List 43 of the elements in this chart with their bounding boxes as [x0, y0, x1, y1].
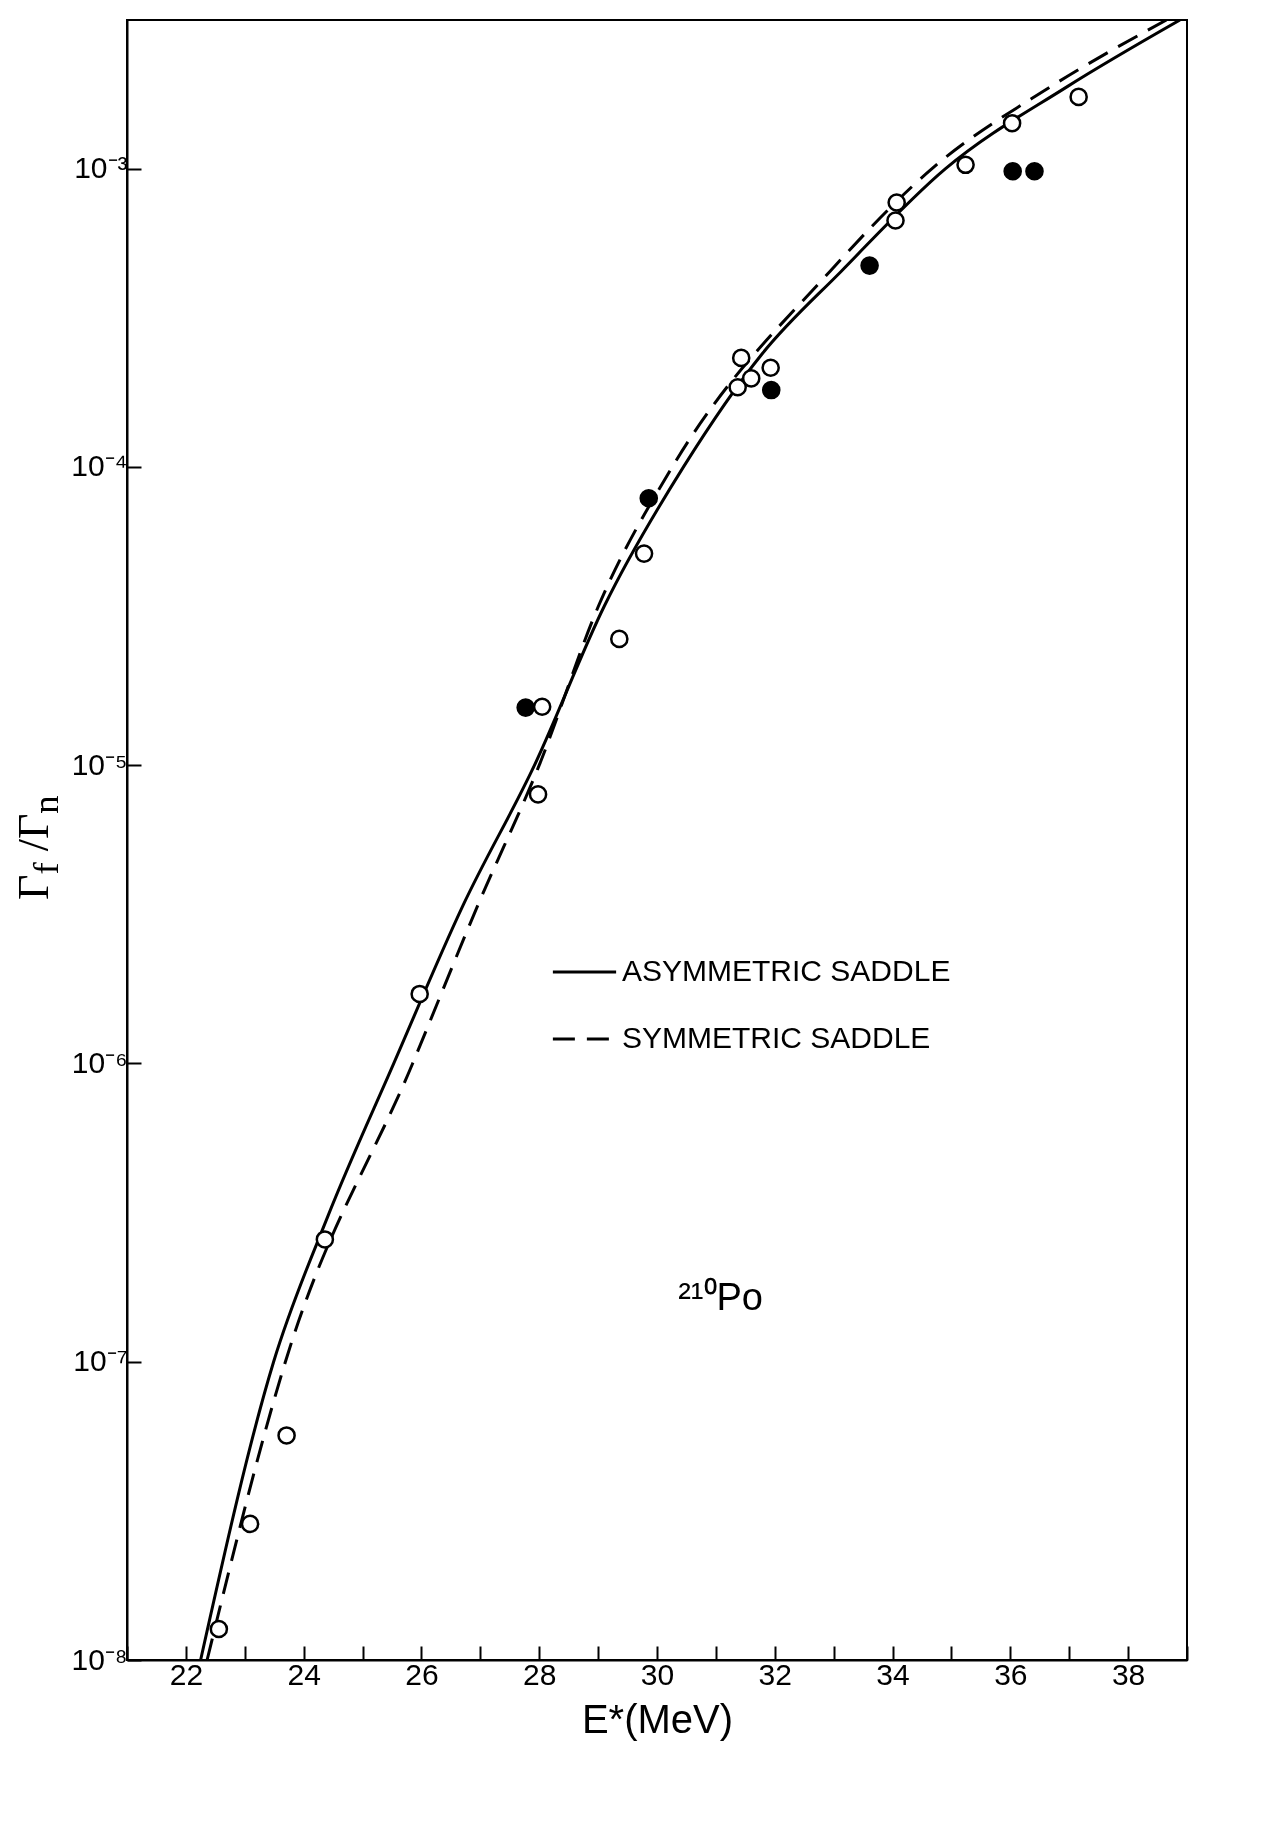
- point: [1069, 87, 1088, 107]
- x-tick-label: 36: [994, 1657, 1028, 1691]
- legend-label: SYMMETRIC SADDLE: [622, 1020, 931, 1054]
- x-tick-label: 38: [1111, 1657, 1146, 1691]
- point: [240, 1514, 260, 1534]
- point: [1002, 113, 1022, 133]
- point: [528, 785, 548, 804]
- y-tick-label: 10⁻³: [74, 151, 128, 185]
- point: [277, 1426, 296, 1445]
- legend-label: ASYMMETRIC SADDLE: [622, 953, 951, 987]
- point: [634, 544, 654, 563]
- point: [639, 488, 659, 508]
- annotation: ²¹⁰Po: [678, 1276, 763, 1319]
- x-tick-label: 32: [758, 1657, 792, 1691]
- x-axis-title: E*(MeV): [581, 1696, 734, 1741]
- x-tick-label: 22: [169, 1657, 204, 1691]
- point: [887, 193, 906, 212]
- point: [761, 358, 780, 378]
- x-tick-label: 26: [405, 1657, 439, 1691]
- point: [956, 155, 975, 175]
- y-tick-label: 10⁻⁵: [71, 747, 128, 781]
- point: [1025, 161, 1044, 181]
- point: [761, 380, 781, 400]
- y-tick-label: 10⁻⁸: [71, 1642, 128, 1676]
- point: [741, 369, 761, 388]
- point: [315, 1230, 335, 1249]
- y-tick-label: 10⁻⁶: [71, 1045, 128, 1079]
- point: [410, 984, 429, 1004]
- x-tick-label: 34: [876, 1657, 910, 1691]
- point: [209, 1619, 229, 1639]
- point: [728, 377, 747, 397]
- point: [731, 348, 751, 368]
- point: [516, 698, 535, 717]
- y-tick-label: 10⁻⁴: [71, 449, 128, 483]
- x-tick-label: 28: [523, 1657, 557, 1691]
- point: [860, 256, 879, 275]
- x-tick-label: 24: [287, 1657, 321, 1691]
- point: [886, 211, 905, 230]
- point: [1003, 161, 1022, 181]
- x-tick-label: 30: [640, 1657, 675, 1691]
- point: [610, 629, 629, 649]
- point: [532, 697, 552, 717]
- y-tick-label: 10⁻⁷: [73, 1344, 128, 1378]
